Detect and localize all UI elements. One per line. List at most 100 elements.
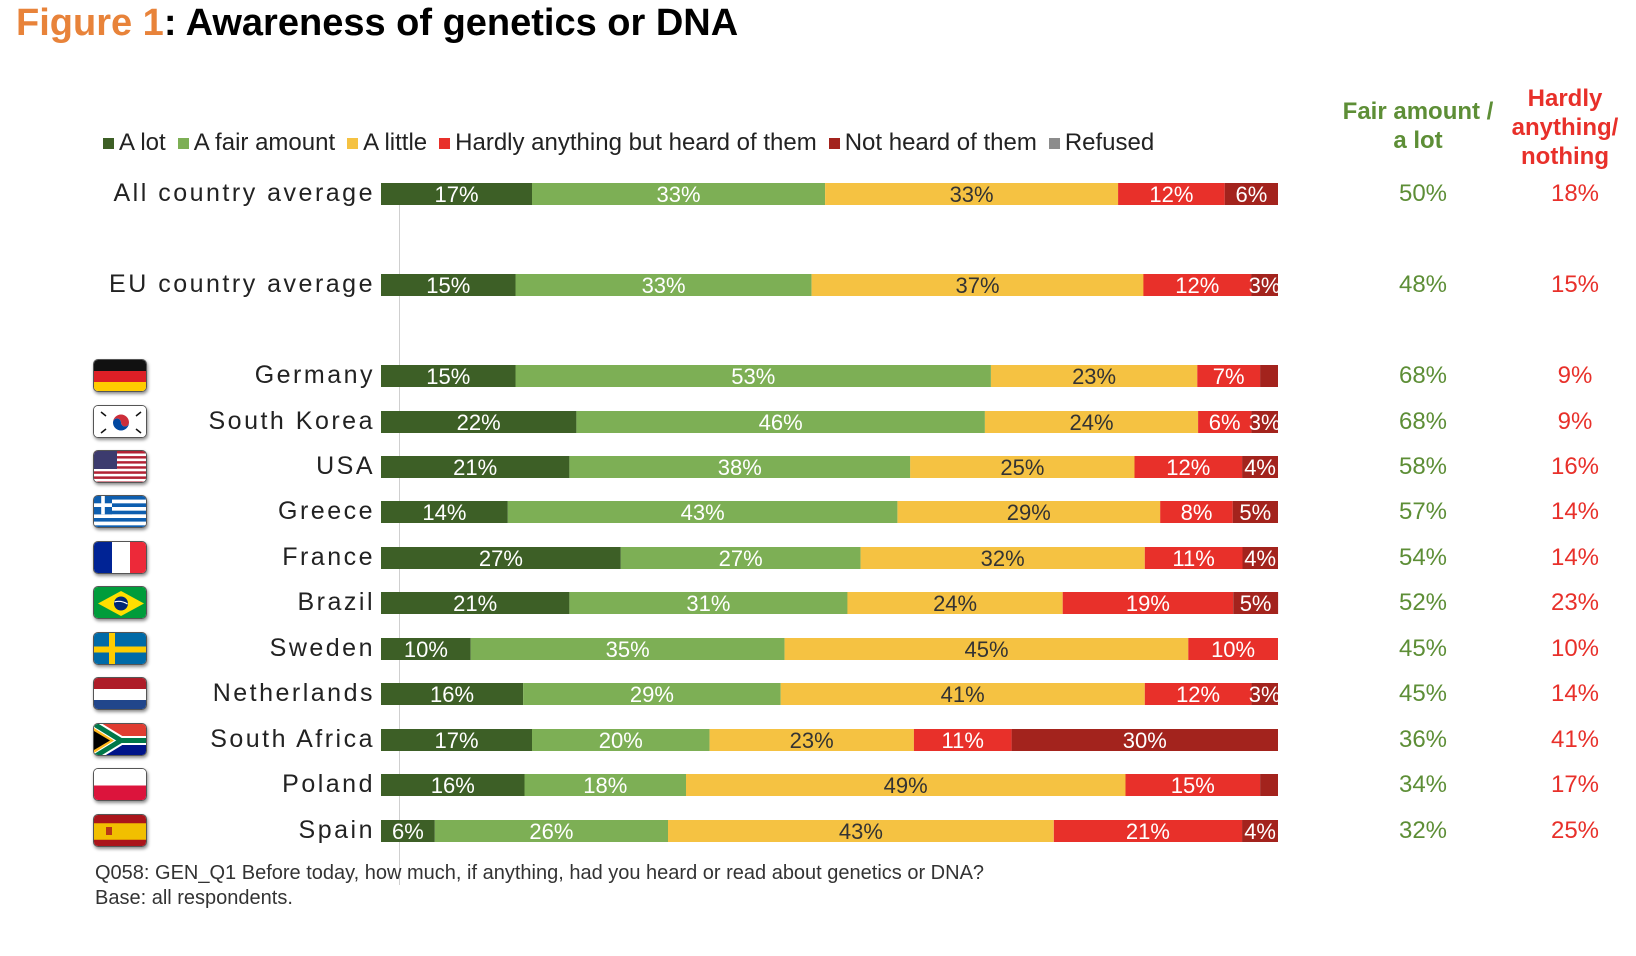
data-label: 29% (630, 682, 674, 707)
data-label: 29% (1007, 500, 1051, 525)
data-label: 17% (434, 182, 478, 207)
bar-segment-a-fair-amount (569, 592, 848, 614)
category-label: USA (316, 452, 375, 480)
bar-row-spain: 6% 26% 43% 21% 4% (381, 819, 1278, 844)
bar-segment-a-lot (381, 683, 524, 705)
data-label: 5% (1240, 591, 1272, 616)
data-label: 25% (1000, 455, 1044, 480)
bar-row-usa: 21% 38% 25% 12% 4% (381, 455, 1278, 480)
bar-row-eu-country-average: 15% 33% 37% 12% 3% (381, 273, 1280, 298)
category-axis-line (399, 185, 400, 885)
data-label: 27% (719, 546, 763, 571)
bar-segment-a-fair-amount (576, 411, 985, 433)
legend-swatch (177, 137, 189, 149)
data-label: 18% (583, 773, 627, 798)
fair-amount-value: 45% (1398, 680, 1448, 707)
bar-segment-not-heard-of-them (1232, 501, 1278, 523)
data-label: 43% (681, 500, 725, 525)
legend-label: A fair amount (193, 129, 336, 156)
legend-item-a-little: A little (347, 129, 427, 157)
bar-row-france: 27% 27% 32% 11% 4% (381, 546, 1278, 571)
bar-segment-a-lot (381, 820, 435, 842)
data-label: 7% (1213, 364, 1245, 389)
hardly-anything-value: 14% (1550, 544, 1600, 571)
data-label: 4% (1244, 546, 1276, 571)
hardly-anything-value: 14% (1550, 680, 1600, 707)
fair-amount-value: 36% (1398, 726, 1448, 753)
legend-swatch (828, 137, 840, 149)
category-label: Poland (282, 770, 375, 798)
bar-segment-a-fair-amount (515, 365, 991, 387)
bar-segment-hardly-anything-but-heard-of-them (913, 729, 1012, 751)
data-label: 16% (431, 773, 475, 798)
bar-row-greece: 14% 43% 29% 8% 5% (381, 500, 1278, 525)
bar-segment-a-fair-amount (434, 820, 668, 842)
hardly-anything-value: 15% (1550, 271, 1600, 298)
data-label: 17% (434, 728, 478, 753)
bar-segment-a-little (686, 774, 1126, 796)
bar-segment-a-little (668, 820, 1054, 842)
data-label: 30% (1123, 728, 1167, 753)
data-label: 12% (1149, 182, 1193, 207)
data-label: 24% (933, 591, 977, 616)
bar-segment-not-heard-of-them (1242, 547, 1278, 569)
data-label: 20% (599, 728, 643, 753)
category-label: Netherlands (212, 679, 375, 707)
bar-row-all-country-average: 17% 33% 33% 12% 6% (381, 182, 1278, 207)
bar-segment-a-lot (381, 592, 570, 614)
bar-segment-a-little (897, 501, 1161, 523)
bar-row-poland: 16% 18% 49% 15% (381, 773, 1278, 798)
hardly-anything-column-header: Hardly anything/ nothing (1511, 85, 1619, 170)
data-label: 19% (1126, 591, 1170, 616)
bar-segment-hardly-anything-but-heard-of-them (1144, 683, 1252, 705)
category-label: France (282, 543, 375, 571)
bar-segment-hardly-anything-but-heard-of-them (1198, 411, 1252, 433)
hardly-anything-value: 25% (1550, 817, 1600, 844)
legend-label: A little (363, 129, 428, 156)
poland-flag-icon (93, 768, 147, 801)
bar-segment-hardly-anything-but-heard-of-them (1118, 183, 1225, 205)
data-label: 24% (1069, 410, 1113, 435)
bar-row-netherlands: 16% 29% 41% 12% 3% (381, 682, 1281, 707)
data-label: 33% (642, 273, 686, 298)
bar-segment-a-lot (381, 274, 516, 296)
legend-label: Hardly anything but heard of them (455, 129, 817, 156)
fair-amount-value: 45% (1398, 635, 1448, 662)
bar-row-sweden: 10% 35% 45% 10% (381, 637, 1278, 662)
legend-label: Refused (1064, 129, 1155, 156)
category-label: South Africa (210, 725, 375, 753)
data-label: 22% (457, 410, 501, 435)
bar-segment-hardly-anything-but-heard-of-them (1197, 365, 1261, 387)
page-title: Figure 1: Awareness of genetics or DNA (16, 2, 738, 45)
data-label: 11% (941, 728, 983, 753)
bar-segment-not-heard-of-them (1242, 820, 1278, 842)
bar-segment-not-heard-of-them (1251, 411, 1278, 433)
legend-swatch (439, 137, 451, 149)
hardly-anything-value: 23% (1550, 589, 1600, 616)
bar-segment-a-lot (381, 729, 532, 751)
bar-segment-hardly-anything-but-heard-of-them (1053, 820, 1243, 842)
data-label: 5% (1239, 500, 1271, 525)
legend-swatch (1048, 137, 1060, 149)
fair-amount-value: 32% (1398, 817, 1448, 844)
data-label: 4% (1244, 819, 1276, 844)
data-label: 35% (606, 637, 650, 662)
sweden-flag-icon (93, 632, 147, 665)
fair-amount-value: 34% (1398, 771, 1448, 798)
data-label: 6% (392, 819, 424, 844)
hardly-anything-value: 9% (1557, 362, 1593, 389)
fair-amount-value: 68% (1398, 362, 1448, 389)
data-label: 33% (656, 182, 700, 207)
bar-segment-a-little (991, 365, 1198, 387)
legend-label: Not heard of them (844, 129, 1037, 156)
bar-segment-not-heard-of-them (1260, 365, 1278, 387)
legend-swatch (103, 137, 114, 149)
fair-amount-value: 50% (1398, 180, 1448, 207)
bar-segment-a-little (811, 274, 1144, 296)
category-label: EU country average (109, 270, 375, 298)
fair-amount-value: 68% (1398, 408, 1448, 435)
data-label: 11% (1172, 546, 1214, 571)
bar-segment-hardly-anything-but-heard-of-them (1125, 774, 1260, 796)
bar-segment-a-little (984, 411, 1198, 433)
data-label: 12% (1175, 273, 1219, 298)
